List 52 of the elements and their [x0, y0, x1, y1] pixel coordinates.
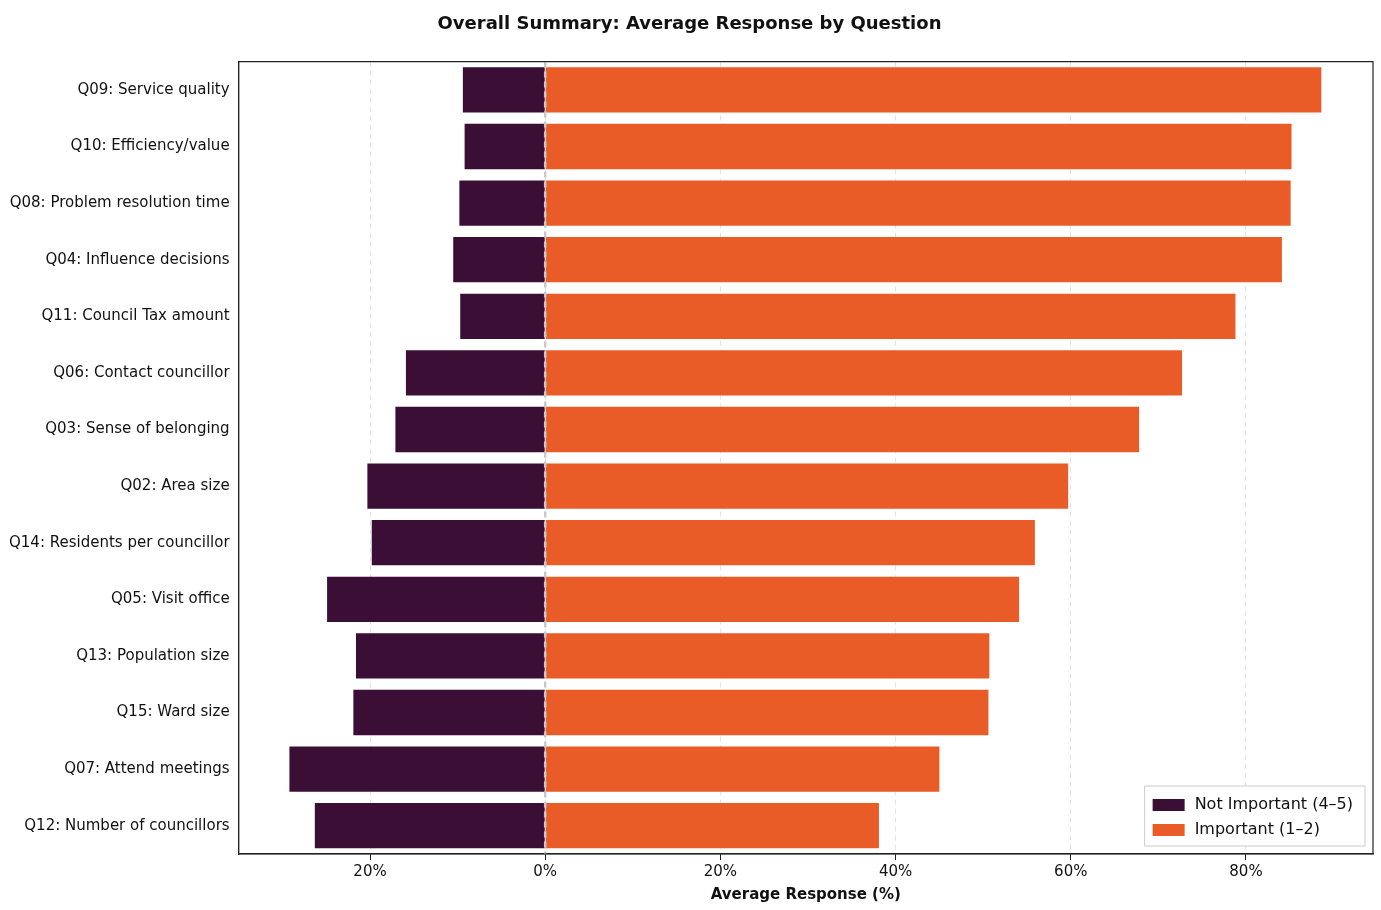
bar	[545, 746, 940, 792]
bar	[405, 350, 545, 396]
bar	[545, 689, 989, 736]
bar	[464, 123, 545, 170]
legend-label: Not Important (4–5)	[1194, 794, 1354, 814]
bar	[545, 293, 1236, 339]
x-axis-title: Average Response (%)	[710, 884, 901, 903]
y-tick-label: Q05: Visit office	[111, 589, 230, 608]
x-tick-label: 40%	[878, 861, 913, 880]
y-tick-label: Q15: Ward size	[116, 702, 230, 721]
legend-label: Important (1–2)	[1194, 819, 1320, 839]
bar	[355, 633, 545, 679]
bar	[314, 803, 545, 849]
bar	[460, 293, 545, 339]
bar	[367, 463, 545, 509]
y-tick-label: Q02: Area size	[120, 475, 230, 494]
y-tick-label: Q06: Contact councillor	[53, 362, 231, 381]
bar	[395, 406, 545, 453]
x-tick-label: 20%	[353, 861, 387, 880]
bar	[545, 576, 1020, 622]
y-tick-label: Q09: Service quality	[77, 79, 230, 98]
bar	[545, 463, 1069, 509]
y-tick-label: Q04: Influence decisions	[45, 249, 230, 268]
bar	[545, 180, 1291, 226]
bar	[545, 633, 990, 679]
bar	[453, 237, 545, 283]
y-tick-label: Q07: Attend meetings	[64, 758, 230, 777]
bar	[545, 123, 1292, 170]
y-tick-label: Q11: Council Tax amount	[41, 306, 230, 325]
bar	[545, 350, 1183, 396]
bar	[545, 237, 1282, 283]
y-tick-label: Q03: Sense of belonging	[45, 419, 230, 438]
x-tick-label: 60%	[1054, 861, 1088, 880]
x-tick-label: 20%	[703, 861, 738, 880]
bar	[289, 746, 545, 792]
bar	[545, 803, 879, 849]
bar	[371, 520, 545, 566]
y-tick-label: Q12: Number of councillors	[24, 815, 230, 834]
chart-title: Overall Summary: Average Response by Question	[437, 12, 942, 34]
bar	[545, 520, 1035, 566]
bar	[545, 406, 1140, 453]
bar	[462, 67, 545, 113]
y-tick-label: Q10: Efficiency/value	[70, 136, 230, 155]
y-tick-label: Q08: Problem resolution time	[9, 192, 230, 211]
y-tick-label: Q14: Residents per councillor	[8, 532, 231, 551]
y-tick-label: Q13: Population size	[76, 645, 230, 664]
bar	[353, 689, 545, 736]
bar	[327, 576, 545, 622]
bar	[545, 67, 1322, 113]
x-tick-label: 80%	[1229, 861, 1263, 880]
x-tick-label: 0%	[533, 861, 558, 880]
bar	[459, 180, 545, 226]
